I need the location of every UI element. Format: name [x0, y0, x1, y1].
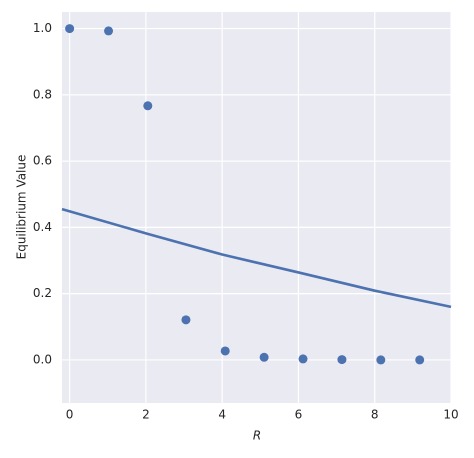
point [337, 355, 347, 365]
x-tick-label: 8 [371, 408, 379, 422]
point [259, 352, 269, 362]
point [220, 346, 230, 356]
y-tick-label: 1.0 [33, 21, 52, 35]
x-tick-label: 0 [66, 408, 74, 422]
y-tick-label: 0.8 [33, 87, 52, 101]
x-axis-label: R [253, 429, 261, 443]
y-tick-label: 0.4 [33, 220, 52, 234]
regression-line [61, 207, 452, 309]
x-tick-label: 4 [218, 408, 226, 422]
y-axis-label: Equilibrium Value [15, 155, 29, 260]
point [415, 355, 425, 365]
x-tick-label: 10 [443, 408, 458, 422]
point [298, 354, 308, 364]
y-tick-label: 0.2 [33, 286, 52, 300]
y-tick-label: 0.0 [33, 352, 52, 366]
x-tick-label: 2 [142, 408, 150, 422]
point [376, 355, 386, 365]
point [65, 24, 75, 34]
point [181, 315, 191, 325]
point [143, 101, 153, 111]
plot-area [62, 12, 451, 403]
point [104, 26, 114, 36]
y-tick-label: 0.6 [33, 154, 52, 168]
x-tick-label: 6 [295, 408, 303, 422]
